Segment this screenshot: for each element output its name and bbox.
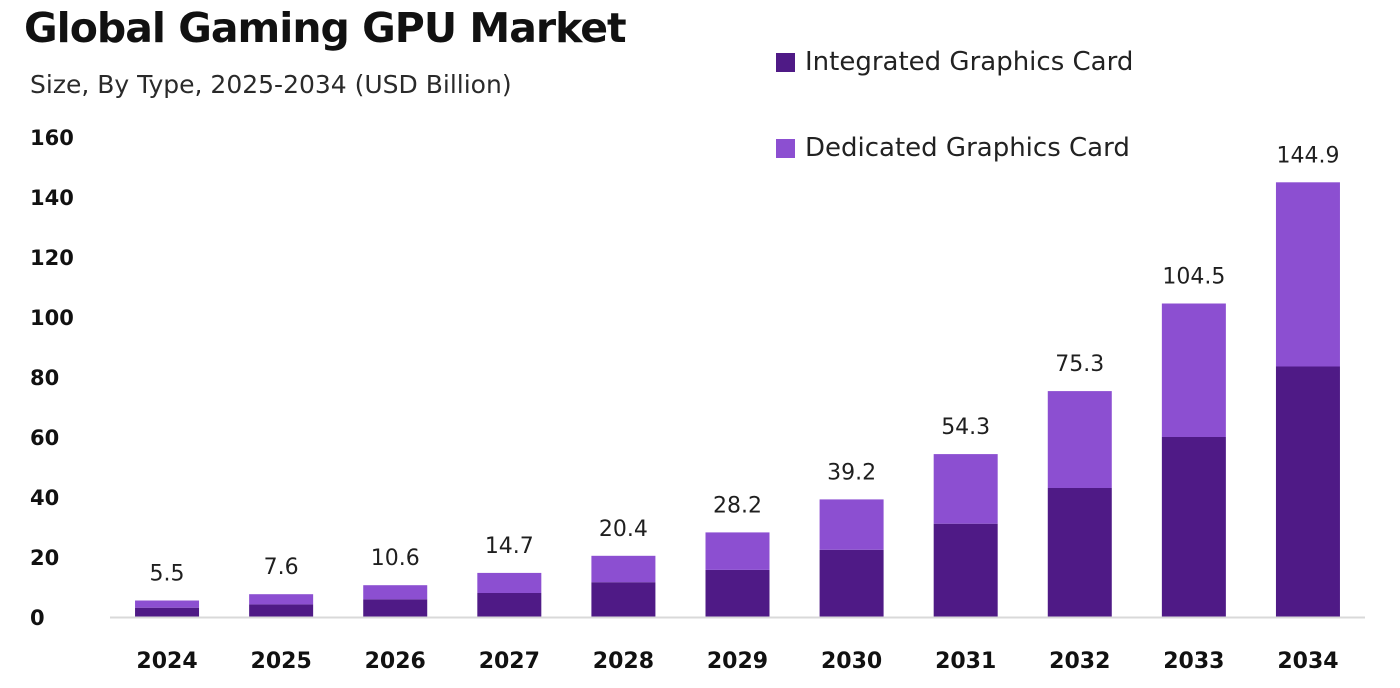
x-axis: 2024 2025 2026 2027 2028 2029 2030 2031 2032 2033… bbox=[110, 616, 1365, 674]
bar-2027-integrated bbox=[477, 593, 542, 617]
bar-2028-integrated bbox=[591, 582, 656, 617]
bar-2030-integrated bbox=[819, 549, 884, 617]
bar-2024-dedicated bbox=[135, 600, 200, 608]
x-tick-label-2030: 2030 bbox=[821, 649, 882, 674]
data-label-2031: 54.3 bbox=[941, 415, 990, 440]
x-tick-label-2024: 2024 bbox=[136, 649, 197, 674]
bar-2032-dedicated bbox=[1047, 391, 1112, 488]
legend-swatch-integrated bbox=[776, 52, 795, 72]
x-tick-label-2028: 2028 bbox=[593, 649, 654, 674]
data-label-2026: 10.6 bbox=[371, 546, 420, 571]
data-label-2029: 28.2 bbox=[713, 493, 762, 518]
bar-2026-dedicated bbox=[363, 585, 428, 600]
x-tick-label-2034: 2034 bbox=[1277, 649, 1338, 674]
bar-2031-integrated bbox=[933, 523, 998, 617]
bar-2029-dedicated bbox=[705, 532, 770, 570]
x-tick-label-2029: 2029 bbox=[707, 649, 768, 674]
bar-2027-dedicated bbox=[477, 572, 542, 593]
y-tick-label-160: 160 bbox=[30, 126, 74, 150]
y-tick-label-0: 0 bbox=[30, 606, 45, 630]
y-tick-label-140: 140 bbox=[30, 186, 74, 210]
y-tick-label-20: 20 bbox=[30, 546, 59, 570]
legend-label-integrated: Integrated Graphics Card bbox=[805, 47, 1134, 77]
legend-item-dedicated: Dedicated Graphics Card bbox=[776, 128, 1133, 168]
bar-2025-integrated bbox=[249, 604, 314, 617]
data-label-2025: 7.6 bbox=[264, 555, 299, 580]
x-tick-label-2032: 2032 bbox=[1049, 649, 1110, 674]
x-tick-label-2031: 2031 bbox=[935, 649, 996, 674]
data-label-2032: 75.3 bbox=[1055, 352, 1104, 377]
data-labels: 5.5 7.6 10.6 14.7 20.4 28.2 39.2 54.3 75.3 104.5 1… bbox=[150, 143, 1340, 586]
x-tick-label-2025: 2025 bbox=[251, 649, 312, 674]
bar-2029-integrated bbox=[705, 569, 770, 617]
y-axis: 0 20 40 60 80 100 120 140 160 bbox=[30, 126, 74, 630]
bar-2034-integrated bbox=[1275, 366, 1340, 617]
legend-label-dedicated: Dedicated Graphics Card bbox=[805, 133, 1130, 163]
data-label-2034: 144.9 bbox=[1276, 143, 1339, 168]
y-tick-label-100: 100 bbox=[30, 306, 74, 330]
x-tick-label-2026: 2026 bbox=[365, 649, 426, 674]
bar-2031-dedicated bbox=[933, 454, 998, 524]
x-tick-label-2027: 2027 bbox=[479, 649, 540, 674]
bar-2028-dedicated bbox=[591, 555, 656, 583]
bar-2033-dedicated bbox=[1161, 303, 1226, 437]
data-label-2028: 20.4 bbox=[599, 517, 648, 542]
legend-swatch-dedicated bbox=[776, 138, 795, 158]
y-tick-label-40: 40 bbox=[30, 486, 59, 510]
data-label-2033: 104.5 bbox=[1162, 265, 1225, 290]
bar-2030-dedicated bbox=[819, 499, 884, 550]
bar-2024-integrated bbox=[135, 607, 200, 617]
data-label-2030: 39.2 bbox=[827, 460, 876, 485]
bar-2026-integrated bbox=[363, 599, 428, 617]
data-label-2024: 5.5 bbox=[150, 562, 185, 587]
data-label-2027: 14.7 bbox=[485, 534, 534, 559]
bar-2025-dedicated bbox=[249, 594, 314, 605]
bar-2033-integrated bbox=[1161, 437, 1226, 617]
bar-series bbox=[135, 182, 1340, 617]
chart-legend: Integrated Graphics Card Dedicated Graph… bbox=[776, 42, 1133, 214]
x-tick-label-2033: 2033 bbox=[1163, 649, 1224, 674]
chart-title: Global Gaming GPU Market bbox=[24, 4, 627, 52]
bar-2032-integrated bbox=[1047, 488, 1112, 617]
y-tick-label-60: 60 bbox=[30, 426, 59, 450]
bar-2034-dedicated bbox=[1275, 182, 1340, 367]
legend-item-integrated: Integrated Graphics Card bbox=[776, 42, 1133, 82]
y-tick-label-120: 120 bbox=[30, 246, 74, 270]
y-tick-label-80: 80 bbox=[30, 366, 59, 390]
chart-subtitle: Size, By Type, 2025-2034 (USD Billion) bbox=[30, 70, 512, 99]
